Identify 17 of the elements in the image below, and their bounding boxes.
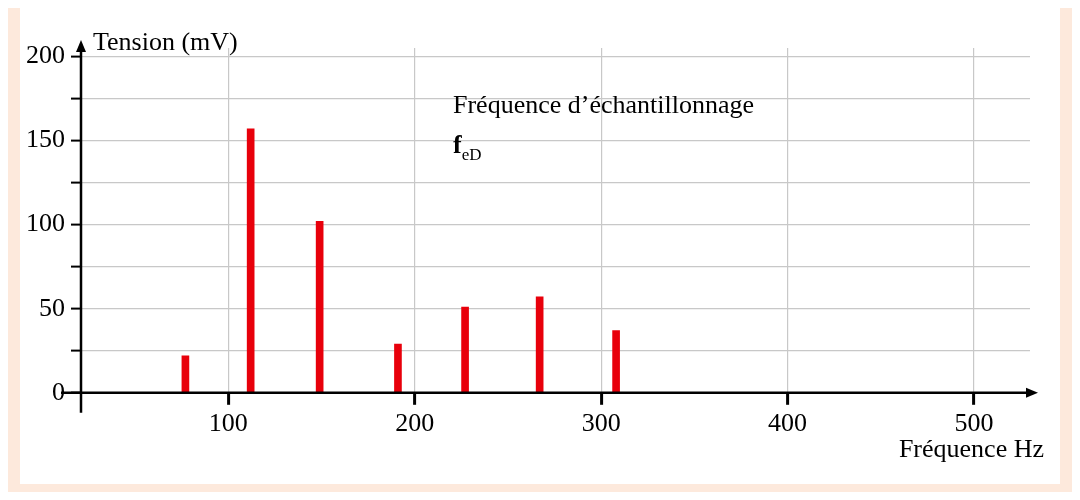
x-tick-label: 100 [208, 408, 248, 438]
x-tick-label: 400 [768, 408, 808, 438]
annotation: Fréquence d’échantillonnage [453, 90, 755, 119]
y-axis-title: Tension (mV) [93, 27, 238, 56]
bar [461, 306, 469, 393]
bar [181, 355, 190, 393]
y-tick-label: 200 [26, 40, 65, 70]
y-tick-label: 100 [26, 208, 65, 238]
y-tick-label: 50 [39, 292, 65, 322]
y-tick-label: 150 [26, 124, 65, 154]
x-tick-label: 200 [395, 408, 435, 438]
bar [535, 296, 544, 393]
bar [315, 220, 324, 393]
x-tick-label: 300 [581, 408, 621, 438]
bar [612, 330, 620, 393]
bar [246, 128, 255, 393]
bar [394, 343, 402, 393]
